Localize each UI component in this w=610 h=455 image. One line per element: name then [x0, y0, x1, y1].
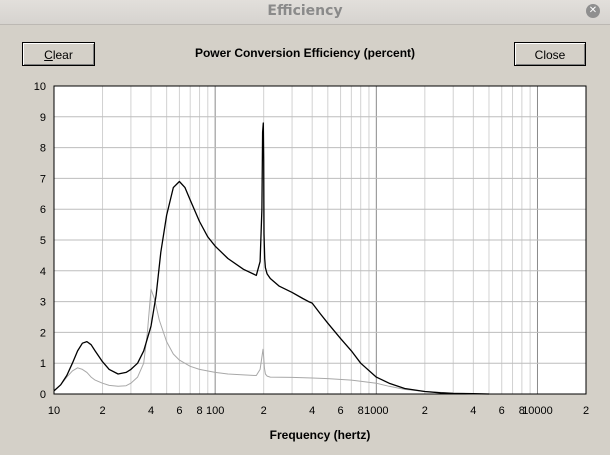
x-tick-label: 2: [99, 405, 105, 417]
x-tick-label: 6: [338, 405, 344, 417]
y-tick-label: 1: [40, 358, 46, 370]
x-tick-label: 1000: [364, 405, 388, 417]
title-bar: Efficiency ✕: [0, 0, 610, 25]
y-tick-label: 0: [40, 389, 46, 401]
y-tick-label: 9: [40, 112, 46, 124]
x-tick-label: 8: [519, 405, 525, 417]
y-tick-label: 10: [34, 81, 46, 93]
clear-label: lear: [52, 48, 73, 62]
x-tick-label: 2: [261, 405, 267, 417]
x-axis-label: Frequency (hertz): [269, 428, 371, 442]
y-tick-label: 6: [40, 204, 46, 216]
series-line-grey: [53, 288, 490, 395]
x-tick-label: 2: [422, 405, 428, 417]
x-tick-label: 8: [196, 405, 202, 417]
x-tick-label: 4: [470, 405, 476, 417]
window-title: Efficiency: [267, 3, 343, 19]
y-tick-label: 2: [40, 327, 46, 339]
x-tick-label: 6: [176, 405, 182, 417]
clear-button[interactable]: Clear: [22, 42, 95, 66]
x-tick-label: 8: [358, 405, 364, 417]
x-tick-label: 2: [583, 405, 589, 417]
chart-title: Power Conversion Efficiency (percent): [194, 46, 416, 60]
y-tick-label: 8: [40, 143, 46, 155]
y-tick-label: 7: [40, 173, 46, 185]
x-tick-label: 4: [148, 405, 154, 417]
y-tick-label: 5: [40, 235, 46, 247]
plot-border: [53, 85, 587, 395]
x-tick-label: 10: [48, 405, 60, 417]
x-tick-label: 6: [499, 405, 505, 417]
y-tick-label: 4: [40, 266, 46, 278]
window-close-icon[interactable]: ✕: [586, 4, 600, 18]
y-tick-label: 3: [40, 297, 46, 309]
clear-mnemonic: C: [44, 48, 53, 62]
series-line-black: [53, 122, 490, 395]
close-button[interactable]: Close: [514, 42, 586, 66]
x-tick-label: 4: [309, 405, 315, 417]
x-tick-label: 10000: [522, 405, 553, 417]
x-tick-label: 100: [206, 405, 224, 417]
